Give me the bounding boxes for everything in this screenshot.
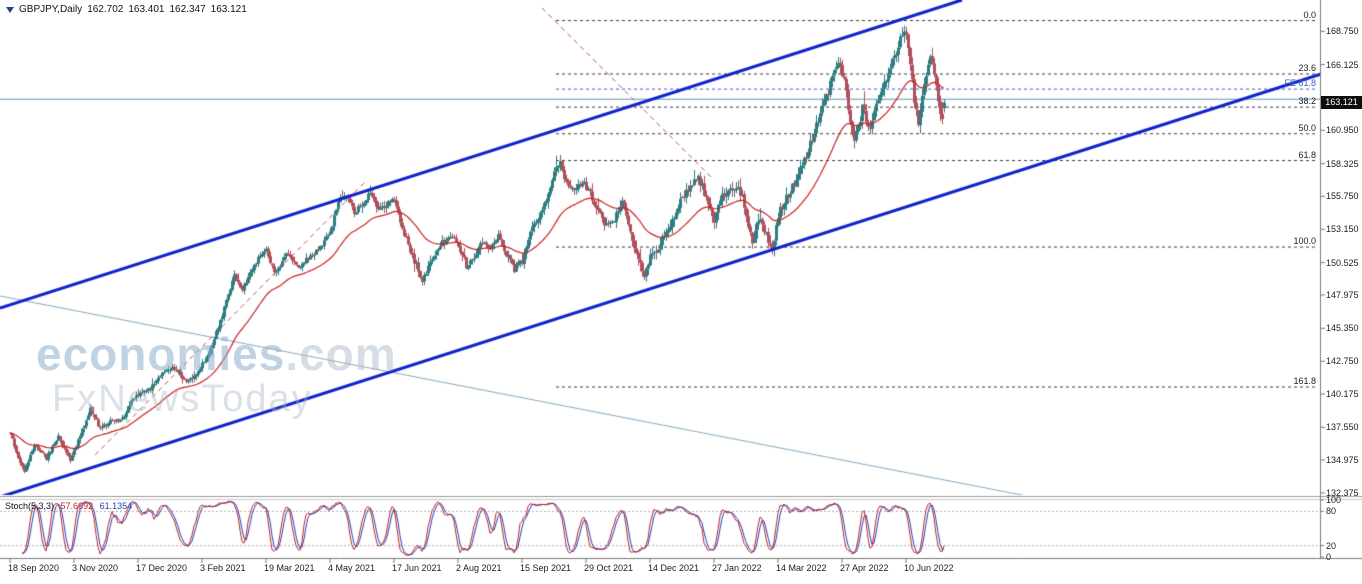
stoch-name: Stoch(5,3,3) [5,501,55,511]
stoch-indicator-label: Stoch(5,3,3) 57.6692 61.1354 [5,501,132,511]
panel-splitter[interactable] [0,494,1362,500]
chart-symbol-icon [6,6,14,13]
ohlc-open: 162.702 [87,4,124,15]
watermark-line1: economies.com [36,330,397,378]
watermark-brand: economies [36,328,286,380]
chart-title: GBPJPY,Daily 162.702 163.401 162.347 163… [6,4,247,15]
ohlc-close: 163.121 [210,4,247,15]
ohlc-low: 162.347 [169,4,206,15]
current-price-tag: 163.121 [1321,96,1362,109]
watermark-subtitle: FxNewsToday [52,378,313,420]
symbol-period-label: GBPJPY,Daily [19,4,83,15]
ohlc-high: 163.401 [128,4,165,15]
stoch-main-value: 57.6692 [60,501,94,511]
watermark: economies.com FxNewsToday [36,330,397,420]
stoch-signal-value: 61.1354 [99,501,133,511]
watermark-brand-suffix: .com [285,328,397,380]
